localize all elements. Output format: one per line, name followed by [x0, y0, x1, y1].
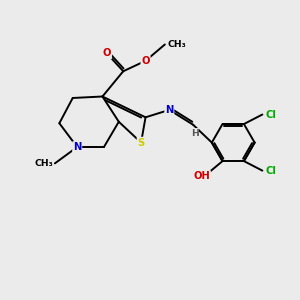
Text: O: O	[141, 56, 150, 66]
Text: Cl: Cl	[265, 110, 276, 119]
Text: N: N	[165, 105, 173, 115]
Text: CH₃: CH₃	[167, 40, 186, 49]
Text: O: O	[103, 48, 111, 59]
Text: OH: OH	[193, 171, 210, 181]
Text: Cl: Cl	[265, 166, 276, 176]
Text: H: H	[191, 129, 199, 138]
Text: S: S	[137, 138, 145, 148]
Text: CH₃: CH₃	[35, 159, 53, 168]
Text: N: N	[73, 142, 81, 152]
